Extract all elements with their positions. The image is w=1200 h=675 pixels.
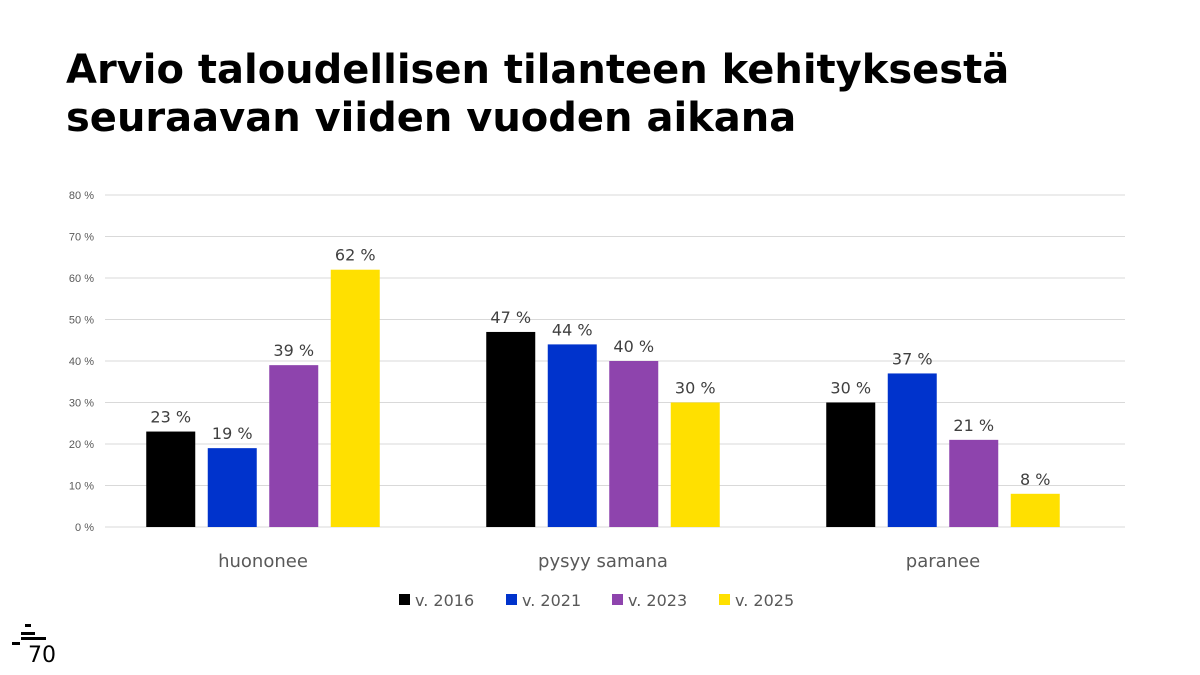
bar bbox=[486, 331, 536, 527]
y-tick-label: 60 % bbox=[69, 273, 94, 285]
data-label: 47 % bbox=[490, 308, 531, 327]
legend-swatch bbox=[719, 594, 730, 605]
legend-label: v. 2021 bbox=[522, 591, 581, 610]
data-label: 30 % bbox=[675, 379, 716, 398]
category-label: pysyy samana bbox=[538, 551, 668, 572]
bar bbox=[330, 269, 380, 527]
y-tick-label: 70 % bbox=[69, 232, 94, 244]
bar bbox=[670, 402, 720, 527]
data-label: 37 % bbox=[892, 349, 933, 368]
data-label: 44 % bbox=[552, 320, 593, 339]
data-labels: 23 % 19 % 39 % 62 % 47 % 44 % 40 % 30 % 30 % 37 %… bbox=[150, 246, 1050, 489]
legend-swatch bbox=[612, 594, 623, 605]
bar bbox=[1010, 493, 1060, 527]
category-label: paranee bbox=[906, 551, 980, 572]
logo-icon: 70 bbox=[12, 624, 56, 668]
data-label: 40 % bbox=[613, 337, 654, 356]
bar bbox=[949, 439, 999, 527]
title-line-1: Arvio taloudellisen tilanteen kehitykses… bbox=[66, 47, 1010, 93]
y-tick-label: 80 % bbox=[69, 190, 94, 202]
bar bbox=[207, 448, 257, 527]
legend-label: v. 2025 bbox=[735, 591, 794, 610]
legend-swatch bbox=[506, 594, 517, 605]
bar bbox=[269, 365, 319, 527]
bars bbox=[146, 269, 1060, 527]
data-label: 19 % bbox=[212, 424, 253, 443]
logo-text: 70 bbox=[28, 643, 56, 667]
legend-label: v. 2016 bbox=[415, 591, 474, 610]
bar bbox=[826, 402, 876, 527]
y-tick-label: 40 % bbox=[69, 356, 94, 368]
legend-label: v. 2023 bbox=[628, 591, 687, 610]
y-tick-label: 0 % bbox=[75, 522, 94, 534]
data-label: 30 % bbox=[830, 379, 871, 398]
bar bbox=[887, 373, 937, 527]
data-label: 8 % bbox=[1020, 470, 1050, 489]
y-tick-label: 50 % bbox=[69, 315, 94, 327]
data-label: 21 % bbox=[953, 416, 994, 435]
data-label: 39 % bbox=[273, 341, 314, 360]
bar bbox=[146, 431, 196, 527]
bar bbox=[547, 344, 597, 527]
y-tick-label: 30 % bbox=[69, 398, 94, 410]
y-tick-label: 20 % bbox=[69, 439, 94, 451]
legend: v. 2016 v. 2021 v. 2023 v. 2025 bbox=[399, 591, 794, 610]
data-label: 62 % bbox=[335, 246, 376, 265]
y-axis-ticks: 0 % 10 % 20 % 30 % 40 % 50 % 60 % 70 % 80 % bbox=[69, 190, 94, 534]
logo: 70 bbox=[10, 622, 70, 668]
data-label: 23 % bbox=[150, 408, 191, 427]
legend-swatch bbox=[399, 594, 410, 605]
category-label: huononee bbox=[218, 551, 308, 572]
y-tick-label: 10 % bbox=[69, 481, 94, 493]
title-line-2: seuraavan viiden vuoden aikana bbox=[66, 95, 797, 141]
slide-title: Arvio taloudellisen tilanteen kehitykses… bbox=[66, 46, 1009, 142]
bar bbox=[609, 361, 659, 527]
category-labels: huononee pysyy samana paranee bbox=[218, 551, 980, 572]
